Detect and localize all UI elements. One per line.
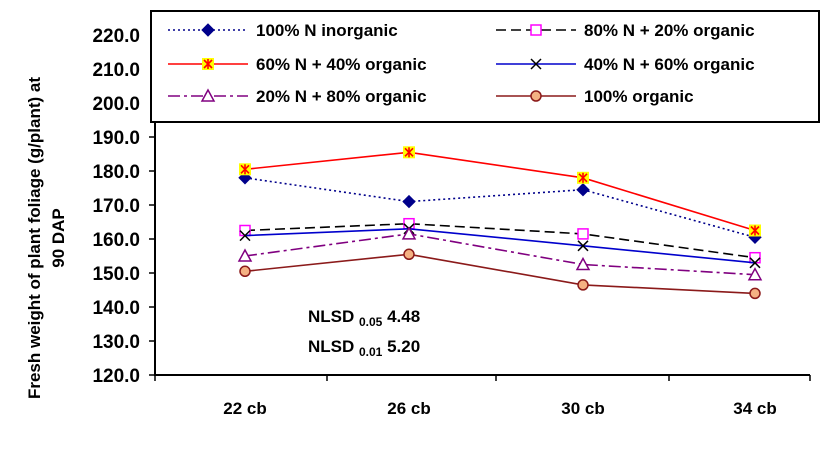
series <box>238 171 762 245</box>
data-point <box>402 194 416 209</box>
data-point <box>577 279 589 291</box>
legend-entry: 60% N + 40% organic <box>168 55 427 74</box>
y-tick-label: 210.0 <box>92 60 140 81</box>
y-tick-label: 170.0 <box>92 196 140 217</box>
y-tick-label: 150.0 <box>92 264 140 285</box>
y-axis-label: Fresh weight of plant foliage (g/plant) … <box>25 77 68 399</box>
y-tick-label: 130.0 <box>92 332 140 353</box>
data-point <box>530 58 542 70</box>
nlsd-annotation: NLSD 0.01 5.20 <box>308 337 420 359</box>
data-point <box>403 146 415 159</box>
y-tick-label: 140.0 <box>92 298 140 319</box>
series-line <box>244 253 756 295</box>
x-tick-label: 30 cb <box>561 399 604 418</box>
data-point <box>747 267 763 281</box>
series-line <box>244 222 756 259</box>
data-point <box>239 265 251 278</box>
legend-label: 20% N + 80% organic <box>256 87 427 106</box>
x-tick-labels: 22 cb 26 cb 30 cb 34 cb <box>223 399 776 418</box>
data-point <box>530 90 542 102</box>
series-line <box>244 227 756 264</box>
data-point <box>577 171 589 184</box>
annotations: NLSD 0.05 4.48 NLSD 0.01 5.20 <box>308 307 420 359</box>
data-point <box>749 224 761 237</box>
series-line <box>244 233 756 276</box>
data-point <box>237 248 253 262</box>
legend-entry: 40% N + 60% organic <box>496 55 755 74</box>
y-tick-label: 190.0 <box>92 128 140 149</box>
data-point <box>403 248 415 261</box>
data-point <box>577 228 589 240</box>
data-point <box>749 257 761 269</box>
y-axis-title-line: Fresh weight of plant foliage (g/plant) … <box>25 77 44 399</box>
data-point <box>530 24 542 36</box>
legend-entry: 100% N inorganic <box>168 21 398 40</box>
legend-label: 40% N + 60% organic <box>584 55 755 74</box>
data-point <box>239 224 251 237</box>
data-point <box>576 182 590 197</box>
x-tick-label: 22 cb <box>223 399 266 418</box>
legend-label: 80% N + 20% organic <box>584 21 755 40</box>
axes <box>149 123 811 381</box>
data-point <box>200 88 216 102</box>
y-tick-label: 180.0 <box>92 162 140 183</box>
y-tick-label: 200.0 <box>92 94 140 115</box>
series <box>237 226 763 281</box>
legend-label: 60% N + 40% organic <box>256 55 427 74</box>
y-tick-label: 120.0 <box>92 366 140 387</box>
y-tick-label: 160.0 <box>92 230 140 251</box>
legend-entry: 80% N + 20% organic <box>496 21 755 40</box>
legend-entry: 100% organic <box>496 87 694 106</box>
y-tick-labels: 120.0 130.0 140.0 150.0 160.0 170.0 180.0 190.0… <box>92 26 140 387</box>
series-layer <box>237 146 763 300</box>
data-point <box>401 226 417 240</box>
series <box>239 248 761 300</box>
legend-label: 100% organic <box>584 87 694 106</box>
data-point <box>202 58 214 70</box>
x-tick-label: 34 cb <box>733 399 776 418</box>
series <box>239 146 761 237</box>
data-point <box>575 256 591 271</box>
legend-box <box>150 10 820 123</box>
data-point <box>749 287 761 300</box>
legend-entry: 20% N + 80% organic <box>168 87 427 106</box>
nlsd-annotation: NLSD 0.05 4.48 <box>308 307 420 329</box>
y-axis-title-line: 90 DAP <box>49 208 68 268</box>
series <box>239 217 761 264</box>
legend: 100% N inorganic 80% N + 20% organic 60% N… <box>150 10 820 123</box>
series-line <box>244 151 756 232</box>
data-point <box>239 163 251 176</box>
y-tick-label: 220.0 <box>92 26 140 47</box>
data-point <box>239 230 251 242</box>
data-point <box>749 251 761 264</box>
x-tick-label: 26 cb <box>387 399 430 418</box>
data-point <box>577 240 589 252</box>
data-point <box>201 23 215 37</box>
legend-label: 100% N inorganic <box>256 21 398 40</box>
